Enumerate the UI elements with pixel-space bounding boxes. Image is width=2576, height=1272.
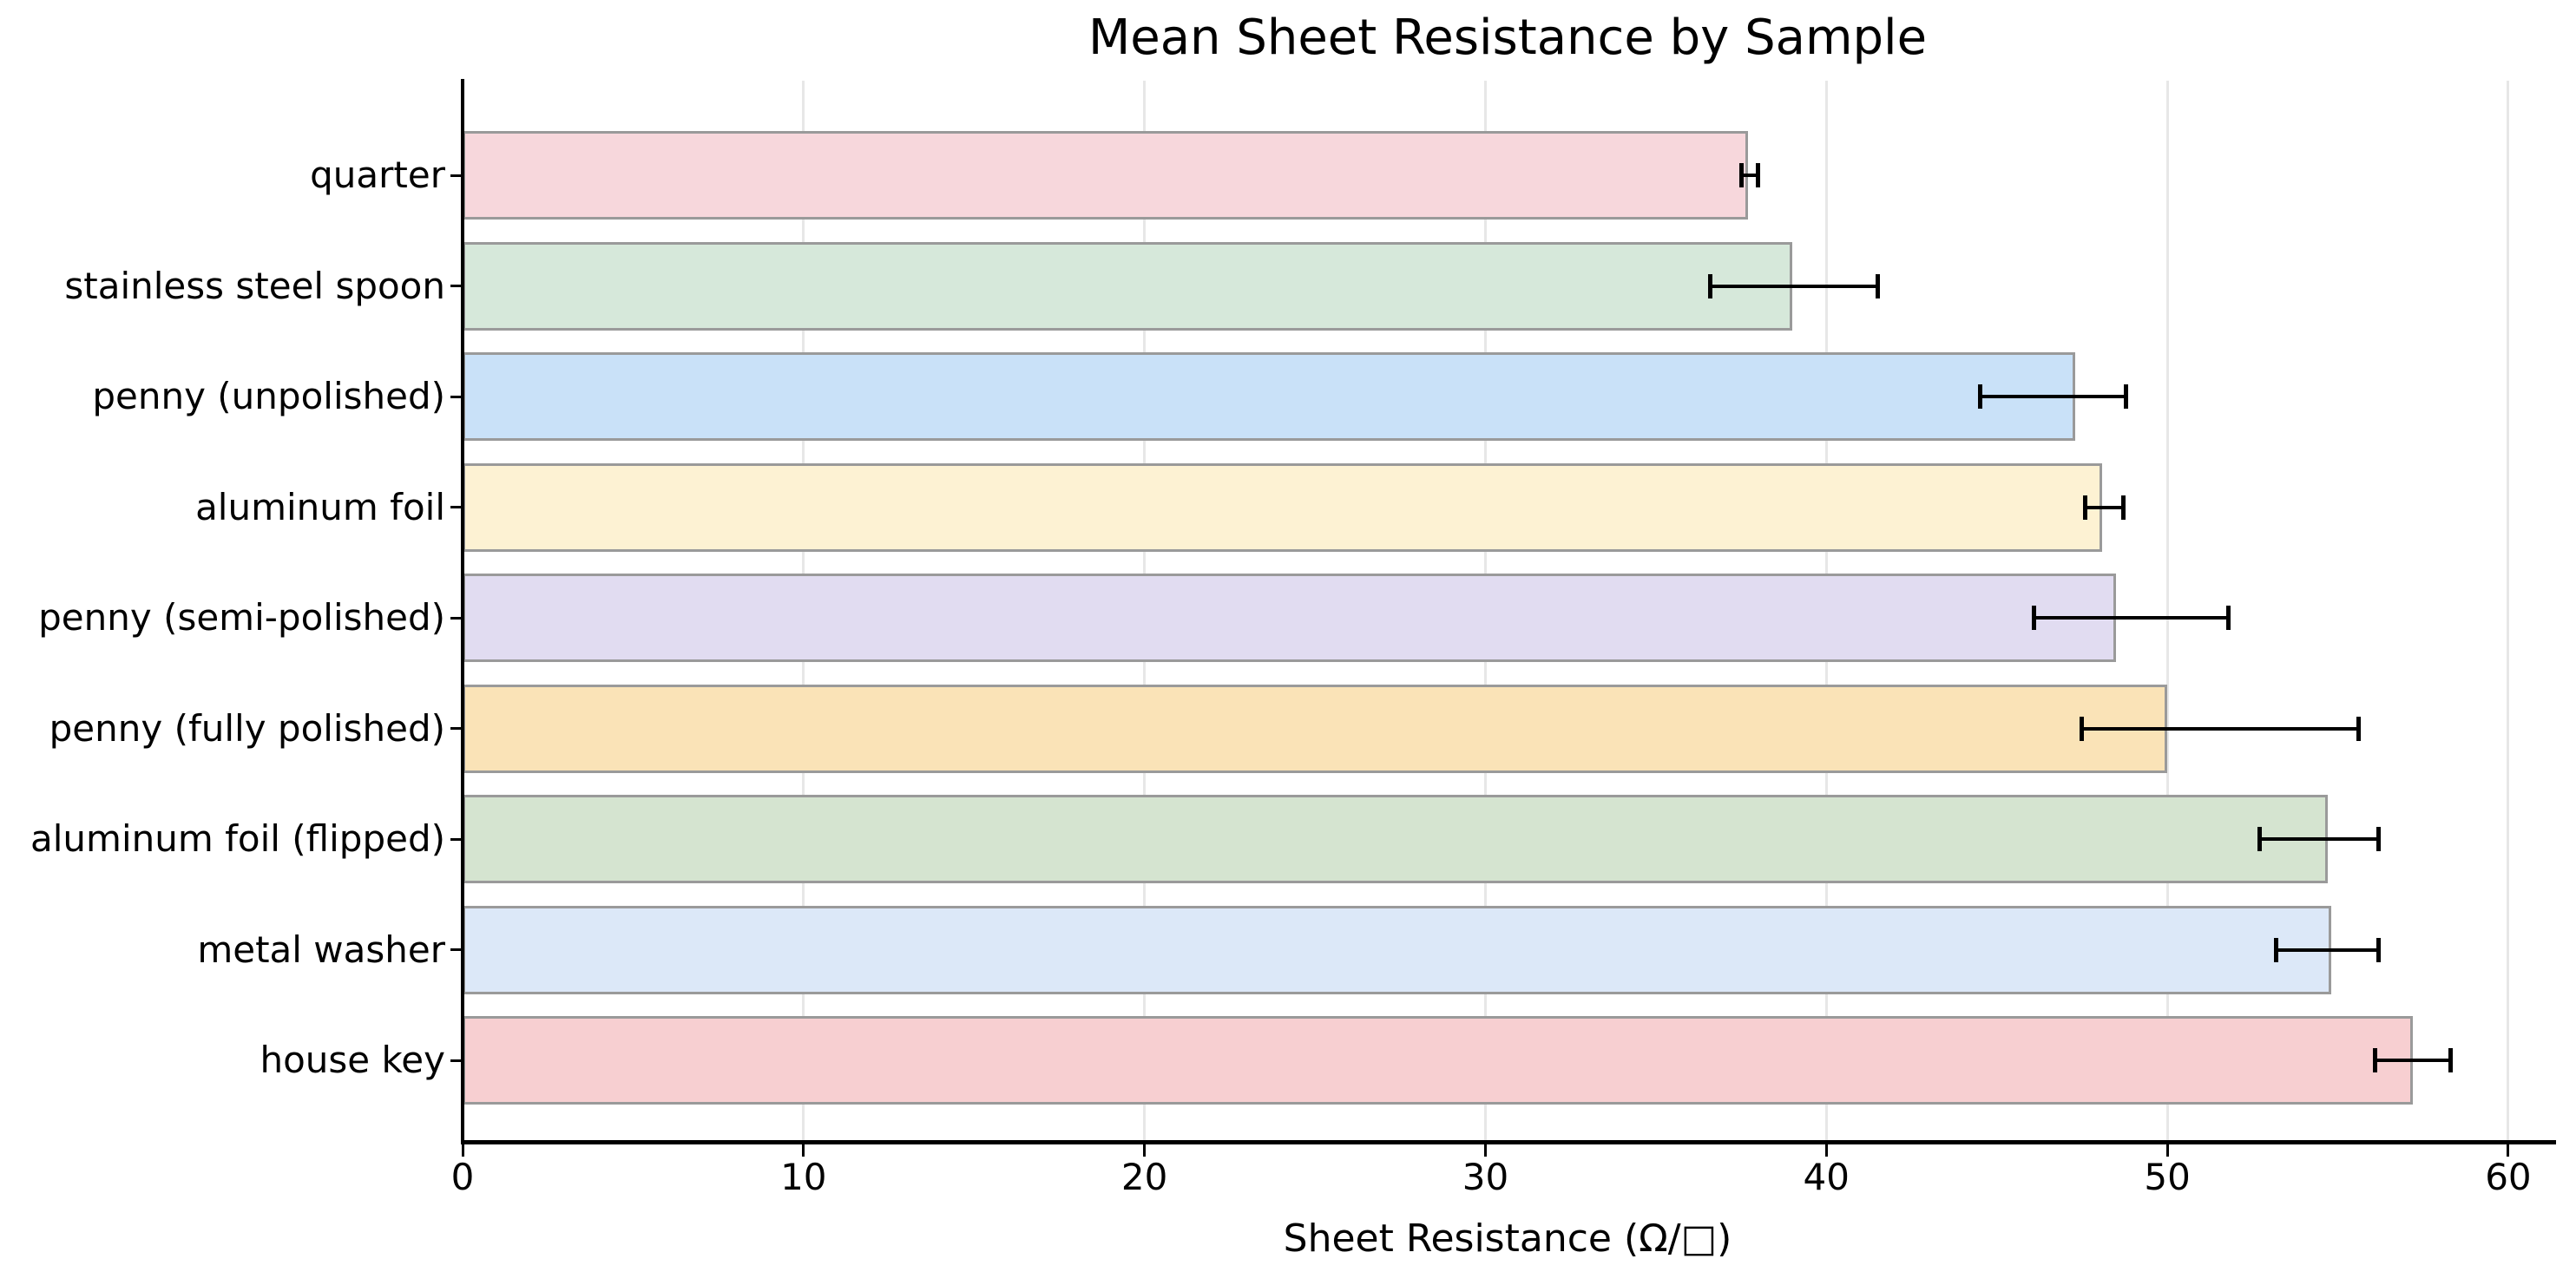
error-bar-cap: [1875, 273, 1880, 298]
y-tick-label: aluminum foil: [195, 485, 445, 528]
y-tick-mark: [450, 285, 462, 287]
error-bar-cap: [2373, 1048, 2378, 1072]
y-tick-label: quarter: [310, 154, 445, 196]
error-bar: [2276, 947, 2379, 952]
x-tick-label: 60: [2485, 1156, 2532, 1198]
bar: [463, 574, 2117, 662]
error-bar-cap: [2257, 827, 2262, 851]
y-tick-mark: [450, 395, 462, 398]
y-tick-mark: [450, 616, 462, 620]
x-tick-mark: [1143, 1144, 1147, 1157]
x-tick-label: 40: [1803, 1156, 1850, 1198]
error-bar-cap: [1977, 384, 1982, 409]
x-axis-label: Sheet Resistance (Ω/□): [1283, 1216, 1732, 1261]
y-tick-label: penny (semi-polished): [38, 596, 445, 639]
error-bar-cap: [1708, 273, 1713, 298]
y-tick-mark: [450, 727, 462, 730]
error-bar: [1980, 395, 2126, 398]
error-bar: [2085, 505, 2124, 509]
error-bar-cap: [2356, 716, 2361, 741]
y-tick-mark: [450, 1059, 462, 1062]
y-tick-label: aluminum foil (flipped): [30, 817, 445, 860]
plot-area: [463, 81, 2553, 1140]
x-tick-label: 10: [780, 1156, 827, 1198]
error-bar-cap: [2448, 1048, 2453, 1072]
bar: [463, 352, 2076, 441]
gridline-x-50: [2165, 81, 2169, 1140]
error-bar-cap: [2226, 606, 2231, 630]
x-tick-mark: [461, 1144, 464, 1157]
y-tick-label: metal washer: [197, 928, 445, 971]
x-axis-spine: [461, 1140, 2556, 1144]
bar: [463, 905, 2331, 994]
error-bar-cap: [2080, 716, 2085, 741]
error-bar: [2375, 1059, 2451, 1062]
error-bar: [2034, 616, 2229, 620]
x-tick-mark: [2165, 1144, 2169, 1157]
y-axis-spine: [461, 79, 464, 1144]
y-tick-label: house key: [260, 1039, 445, 1081]
error-bar-cap: [1756, 163, 1761, 187]
bar: [463, 131, 1748, 220]
bar: [463, 241, 1792, 331]
error-bar: [2259, 837, 2379, 841]
error-bar-cap: [2376, 937, 2382, 962]
x-tick-mark: [802, 1144, 805, 1157]
y-tick-mark: [450, 948, 462, 951]
error-bar-cap: [2032, 606, 2037, 630]
x-tick-label: 20: [1120, 1156, 1168, 1198]
error-bar-cap: [2120, 495, 2126, 520]
bar: [463, 1016, 2413, 1105]
x-tick-label: 50: [2144, 1156, 2191, 1198]
bar: [463, 684, 2168, 773]
y-tick-label: stainless steel spoon: [64, 264, 445, 307]
x-tick-mark: [2507, 1144, 2510, 1157]
x-tick-mark: [1483, 1144, 1487, 1157]
error-bar-cap: [1738, 163, 1744, 187]
error-bar-cap: [2083, 495, 2088, 520]
y-tick-mark: [450, 174, 462, 177]
y-tick-mark: [450, 837, 462, 841]
bar: [463, 795, 2328, 883]
y-tick-mark: [450, 506, 462, 508]
x-tick-mark: [1824, 1144, 1828, 1157]
error-bar-cap: [2376, 827, 2382, 851]
bar: [463, 462, 2103, 552]
x-tick-label: 30: [1462, 1156, 1509, 1198]
y-tick-label: penny (fully polished): [49, 706, 445, 750]
error-bar-cap: [2274, 937, 2279, 962]
error-bar: [2081, 726, 2359, 731]
error-bar-cap: [2124, 384, 2129, 409]
error-bar: [1710, 284, 1878, 288]
error-bar: [1741, 174, 1758, 177]
x-tick-label: 0: [450, 1156, 475, 1198]
gridline-x-60: [2507, 81, 2510, 1140]
chart-title: Mean Sheet Resistance by Sample: [1088, 10, 1928, 66]
y-tick-label: penny (unpolished): [92, 375, 445, 417]
